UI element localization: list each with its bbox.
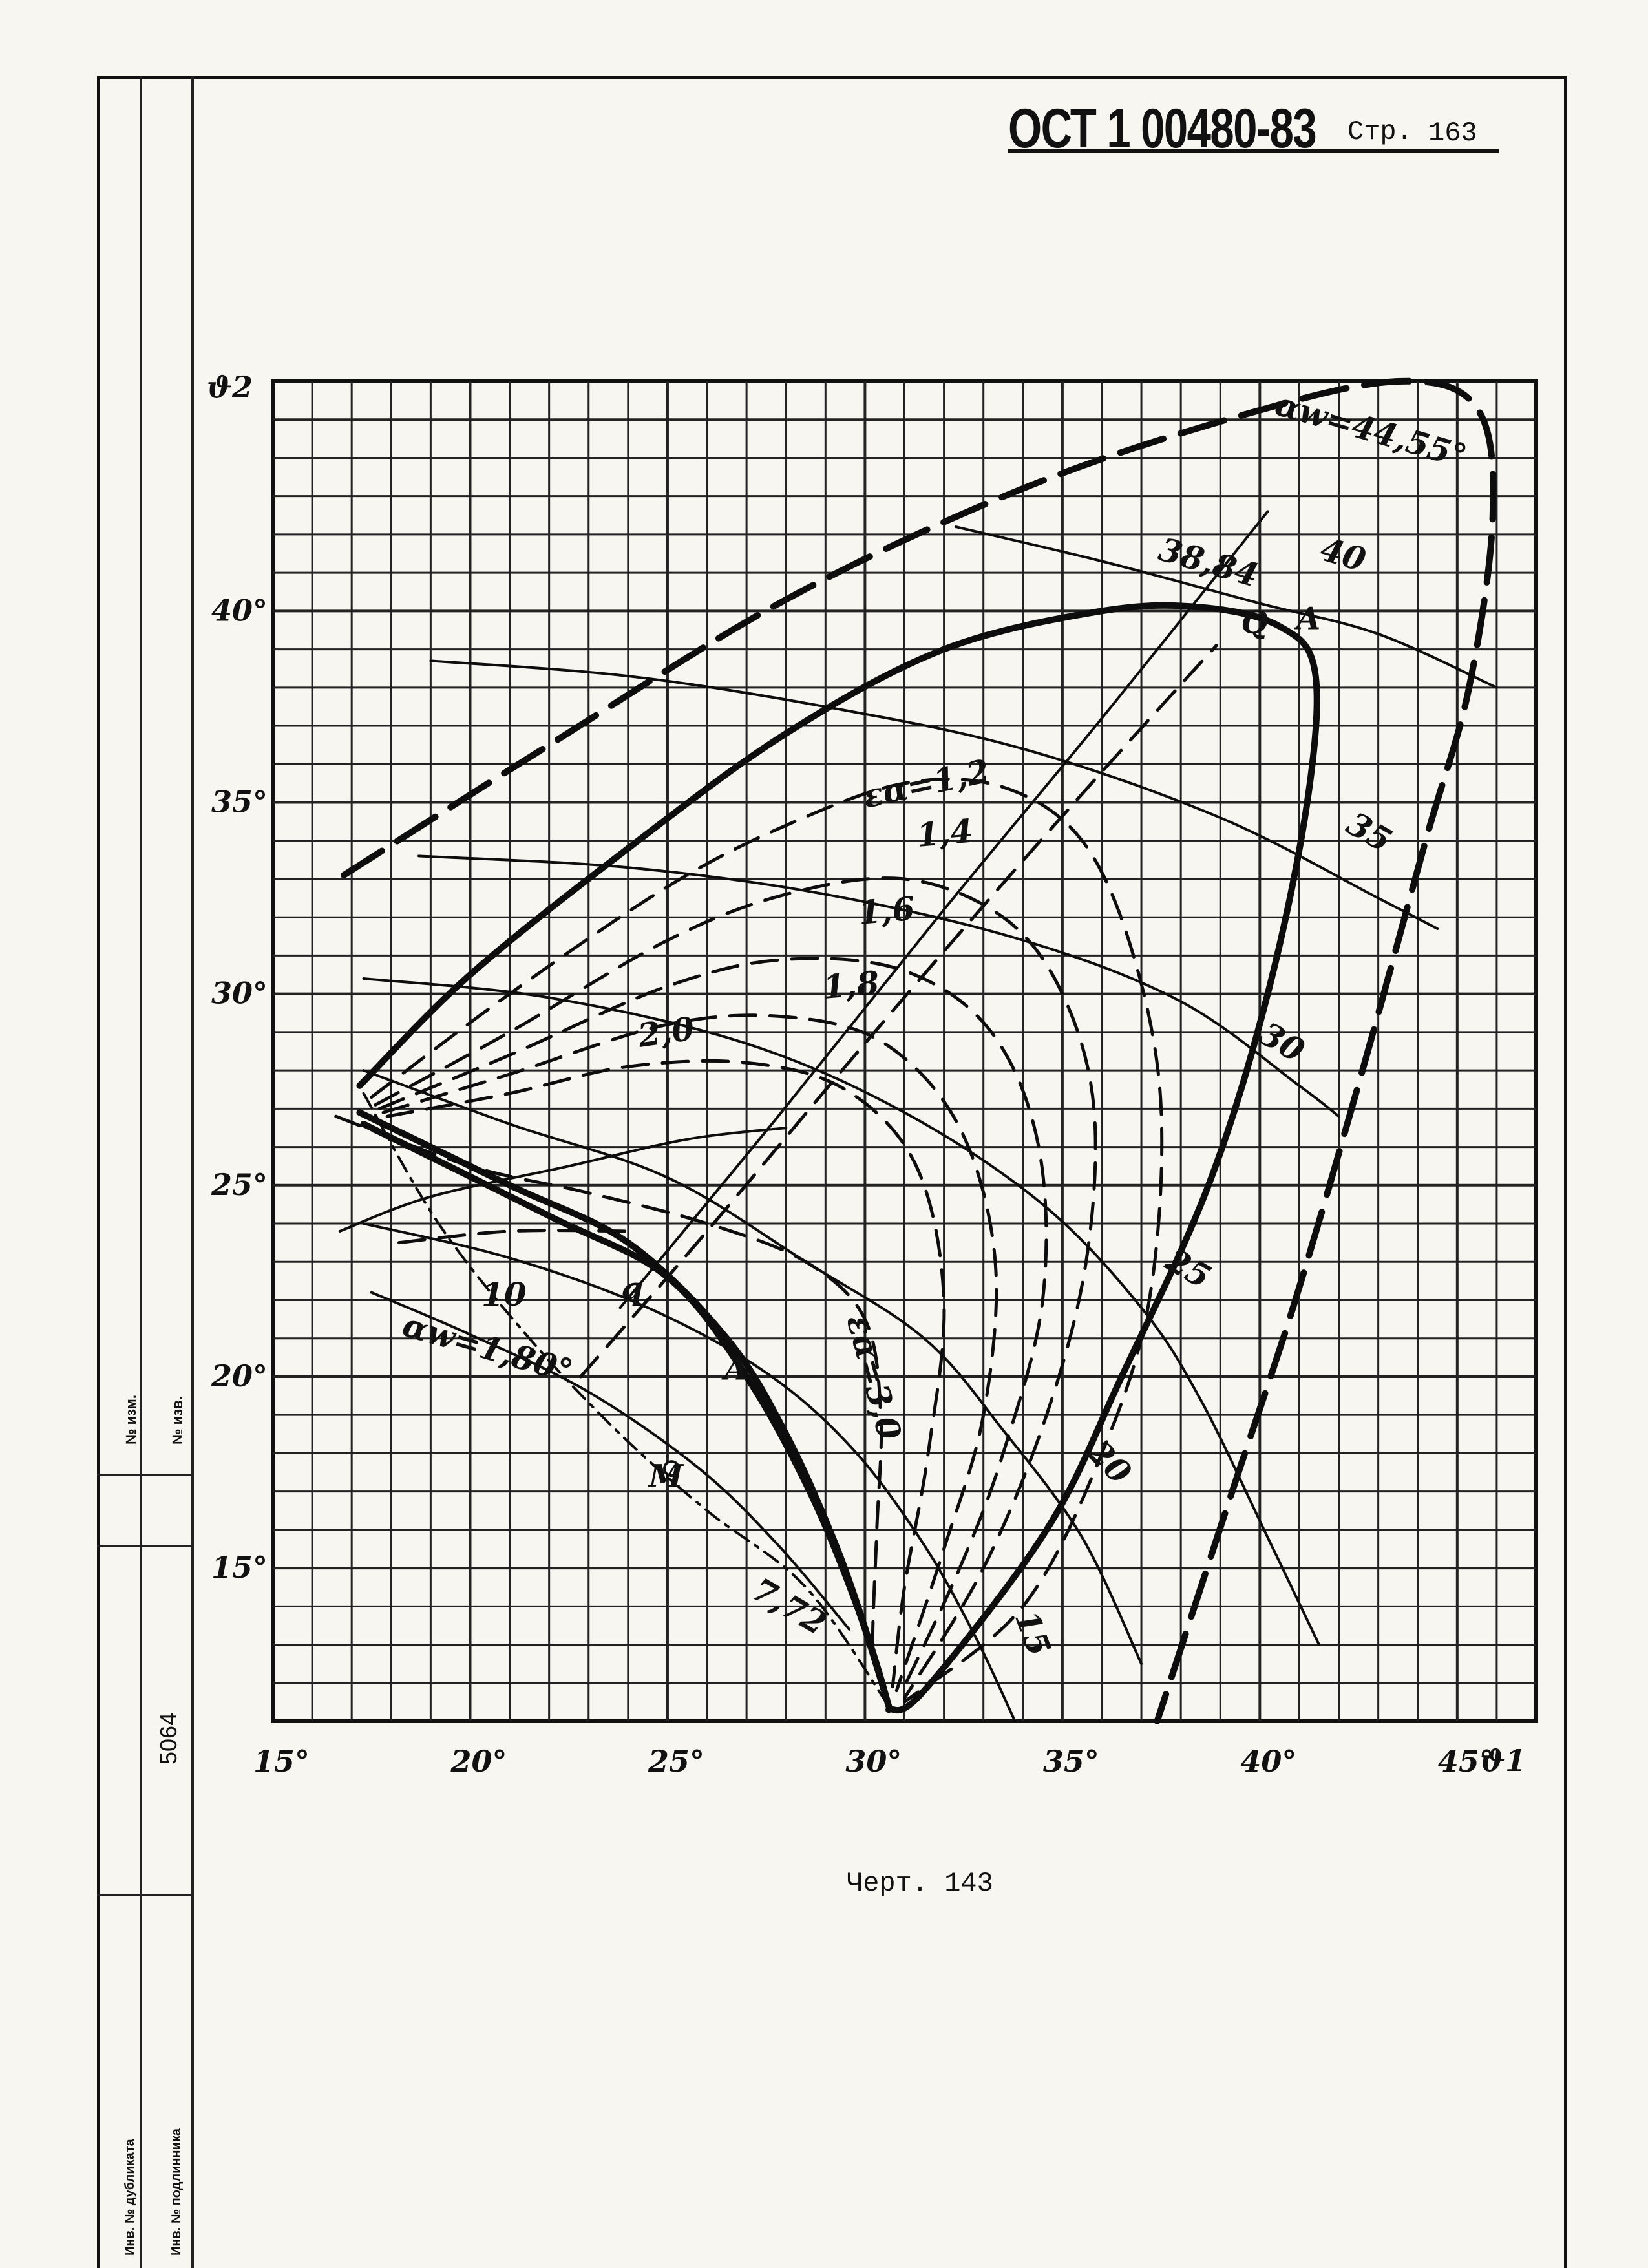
point-label: q — [621, 1271, 643, 1307]
curve-label: εα=1,2 — [860, 752, 993, 816]
x-tick-label: 45° — [1438, 1744, 1494, 1779]
series-line — [397, 1229, 630, 1245]
side-divider — [97, 1474, 194, 1476]
side-divider — [97, 1545, 194, 1547]
chart-grid — [273, 381, 1536, 1721]
curve-label: 40 — [1316, 530, 1370, 579]
x-tick-label: 25° — [648, 1744, 704, 1779]
page-number: 163 — [1428, 118, 1477, 149]
curve-label: 35 — [1340, 804, 1399, 860]
figure-caption: Черт. 143 — [847, 1868, 993, 1899]
curve-label: 25 — [1159, 1240, 1218, 1296]
chart-curve-labels: αw=44,55°38,84 40353025201510εα=1,21,41,6… — [399, 385, 1471, 1661]
page-label: Стр. — [1347, 116, 1413, 147]
curve-label: 2,0 — [635, 1009, 697, 1055]
y-axis-label: ϑ2 — [207, 370, 253, 405]
series-line — [954, 525, 1498, 689]
series-line — [338, 1126, 788, 1233]
y-tick-label: 15° — [211, 1550, 268, 1585]
y-tick-label: 25° — [211, 1167, 268, 1202]
series-line — [385, 1059, 946, 1689]
series-line — [370, 777, 1164, 1704]
side-divider — [97, 1894, 194, 1896]
x-tick-label: 15° — [253, 1744, 310, 1779]
point-label: Q — [1241, 604, 1268, 641]
y-tick-label: 30° — [211, 976, 268, 1011]
point-marker — [663, 1460, 681, 1478]
y-tick-label: 35° — [211, 785, 268, 820]
series-line — [340, 377, 1497, 1724]
chart-series — [334, 377, 1498, 1724]
document-code: ОСТ 1 00480-83 — [1008, 98, 1317, 160]
series-line — [429, 659, 1439, 930]
curve-label: 15 — [1008, 1606, 1059, 1661]
side-stamp-column — [97, 76, 142, 2268]
series-line — [362, 977, 1320, 1646]
chart-points: MAQ Aq — [621, 600, 1320, 1494]
curve-label: 1,8 — [821, 964, 881, 1006]
y-tick-label: 20° — [211, 1359, 268, 1394]
x-tick-label: 35° — [1043, 1744, 1099, 1779]
x-tick-label: 40° — [1240, 1744, 1296, 1779]
x-tick-label: 20° — [450, 1744, 507, 1779]
curve-label: 1,6 — [857, 889, 916, 932]
x-tick-label: 30° — [845, 1744, 902, 1779]
series-line — [360, 1121, 893, 1710]
curve-label: 7,72 — [746, 1570, 833, 1642]
series-line — [618, 510, 1269, 1309]
series-line — [334, 1114, 883, 1685]
point-label: A — [1294, 600, 1320, 637]
series-line — [362, 1222, 1017, 1722]
page-frame — [97, 76, 1567, 2268]
series-line — [362, 1092, 891, 1708]
series-line — [579, 644, 1218, 1379]
series-line — [374, 876, 1097, 1700]
point-label: A — [721, 1351, 748, 1387]
series-line — [362, 1069, 1143, 1666]
x-axis-label: ϑ1 — [1480, 1743, 1526, 1778]
page-header: ОСТ 1 00480-83 Стр. 163 — [1008, 97, 1499, 160]
series-line — [381, 1013, 998, 1693]
series-line — [377, 957, 1048, 1697]
side-stamp-column-2 — [142, 76, 194, 2268]
point-label: M — [648, 1458, 684, 1494]
series-line — [417, 854, 1340, 1118]
chart-ticks: 15° 20° 25° 30° 35° 40° 45° 15° 20° 25° 30° 35° 40° — [211, 593, 1494, 1779]
series-line — [356, 602, 1320, 1714]
curve-label: αw=44,55° — [1271, 385, 1471, 476]
series-line — [370, 1291, 850, 1631]
y-tick-label: 40° — [211, 593, 268, 628]
curve-label: 10 — [481, 1275, 527, 1313]
curve-label: 1,4 — [915, 812, 975, 854]
